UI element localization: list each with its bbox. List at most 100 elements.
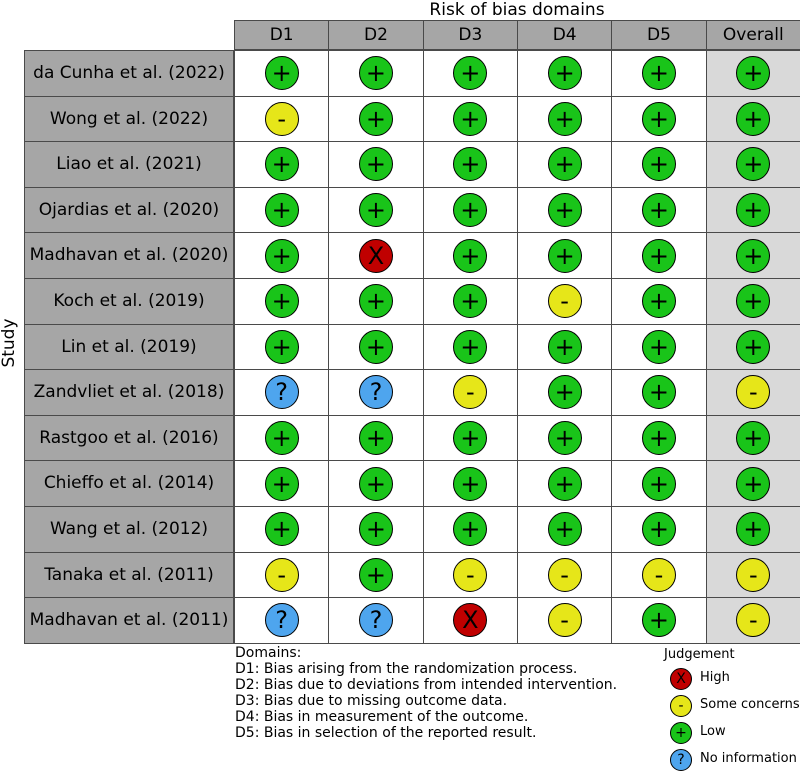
judgement-cell: +	[328, 551, 424, 599]
judgement-low-icon: +	[358, 512, 393, 547]
judgement-low-icon: +	[264, 329, 299, 364]
judgement-cell: -	[234, 95, 330, 143]
judgement-some-icon: -	[453, 375, 488, 410]
study-label: Tanaka et al. (2011)	[24, 551, 234, 599]
judgement-cell: +	[705, 186, 800, 234]
judgement-low-icon: +	[641, 238, 676, 273]
judgement-cell: ?	[328, 597, 424, 644]
judgement-cell: +	[328, 95, 424, 143]
judgement-cell: +	[422, 506, 518, 553]
judgement-cell: +	[422, 50, 518, 97]
judgement-cell: ?	[328, 369, 424, 416]
legend-item-some-concerns: - Some concerns	[660, 694, 800, 721]
column-header-d2: D2	[328, 20, 424, 50]
judgement-cell: -	[422, 551, 518, 599]
judgement-low-icon: +	[453, 329, 488, 364]
domain-definitions: Domains: D1: Bias arising from the rando…	[235, 645, 635, 741]
column-header-d1: D1	[234, 20, 330, 50]
judgement-cell: -	[422, 369, 518, 416]
judgement-low-icon: +	[358, 421, 393, 456]
judgement-cell: +	[611, 460, 707, 507]
judgement-cell: +	[611, 506, 707, 553]
judgement-low-icon: +	[736, 512, 771, 547]
judgement-some-icon: -	[453, 557, 488, 592]
judgement-low-icon: +	[358, 56, 393, 91]
judgement-cell: +	[234, 278, 330, 325]
judgement-low-icon: +	[547, 512, 582, 547]
judgement-cell: -	[705, 369, 800, 416]
judgement-cell: ?	[234, 369, 330, 416]
column-header-d5: D5	[611, 20, 707, 50]
legend-label-high: High	[700, 670, 730, 685]
judgement-cell: +	[516, 414, 613, 462]
judgement-low-icon: +	[736, 56, 771, 91]
judgement-low-icon: +	[453, 466, 488, 501]
judgement-low-icon: +	[641, 56, 676, 91]
legend-label-some-concerns: Some concerns	[700, 697, 800, 712]
judgement-low-icon: +	[641, 375, 676, 410]
judgement-cell: +	[705, 141, 800, 188]
legend-item-low: + Low	[660, 721, 800, 748]
judgement-some-icon: -	[547, 557, 582, 592]
column-header-d3: D3	[422, 20, 518, 50]
judgement-cell: +	[422, 460, 518, 507]
judgement-cell: +	[328, 460, 424, 507]
judgement-cell: +	[234, 186, 330, 234]
judgement-low-icon: +	[264, 193, 299, 228]
judgement-low-icon: +	[453, 238, 488, 273]
judgement-low-icon: +	[547, 329, 582, 364]
judgement-high-icon: X	[358, 238, 393, 273]
judgement-cell: +	[234, 323, 330, 371]
judgement-cell: X	[328, 232, 424, 279]
judgement-low-icon: +	[641, 147, 676, 182]
judgement-cell: ?	[234, 597, 330, 644]
judgement-cell: -	[611, 551, 707, 599]
judgement-cell: +	[516, 460, 613, 507]
judgement-low-icon: +	[736, 101, 771, 136]
study-label: Lin et al. (2019)	[24, 323, 234, 371]
judgement-cell: +	[516, 232, 613, 279]
judgement-cell: +	[611, 232, 707, 279]
judgement-low-icon: +	[736, 238, 771, 273]
legend: Judgement X High - Some concerns + Low ?…	[660, 647, 800, 775]
judgement-cell: +	[705, 95, 800, 143]
judgement-cell: +	[328, 141, 424, 188]
domain-definition-d1: D1: Bias arising from the randomization …	[235, 661, 578, 677]
judgement-low-icon: +	[736, 147, 771, 182]
judgement-cell: +	[705, 323, 800, 371]
judgement-cell: +	[705, 278, 800, 325]
judgement-cell: -	[705, 597, 800, 644]
high-risk-icon: X	[670, 668, 692, 690]
judgement-low-icon: +	[358, 557, 393, 592]
judgement-low-icon: +	[641, 421, 676, 456]
judgement-low-icon: +	[453, 193, 488, 228]
judgement-cell: +	[422, 278, 518, 325]
judgement-cell: +	[234, 460, 330, 507]
study-label: Madhavan et al. (2020)	[24, 232, 234, 279]
judgement-cell: X	[422, 597, 518, 644]
legend-title: Judgement	[664, 647, 735, 662]
judgement-cell: +	[422, 186, 518, 234]
y-axis-label: Study	[0, 318, 19, 368]
judgement-cell: +	[611, 95, 707, 143]
judgement-low-icon: +	[547, 56, 582, 91]
judgement-some-icon: -	[547, 603, 582, 638]
judgement-cell: +	[516, 323, 613, 371]
judgement-cell: +	[611, 278, 707, 325]
judgement-noinfo-icon: ?	[264, 375, 299, 410]
judgement-noinfo-icon: ?	[264, 603, 299, 638]
judgement-low-icon: +	[547, 193, 582, 228]
judgement-cell: +	[516, 186, 613, 234]
judgement-some-icon: -	[736, 557, 771, 592]
study-label: Wong et al. (2022)	[24, 95, 234, 143]
judgement-cell: +	[234, 232, 330, 279]
study-label: Ojardias et al. (2020)	[24, 186, 234, 234]
chart-title: Risk of bias domains	[429, 0, 605, 20]
judgement-cell: +	[328, 278, 424, 325]
judgement-cell: +	[611, 323, 707, 371]
judgement-cell: +	[705, 506, 800, 553]
judgement-cell: +	[611, 50, 707, 97]
judgement-cell: +	[705, 460, 800, 507]
judgement-cell: +	[234, 414, 330, 462]
judgement-cell: +	[234, 506, 330, 553]
